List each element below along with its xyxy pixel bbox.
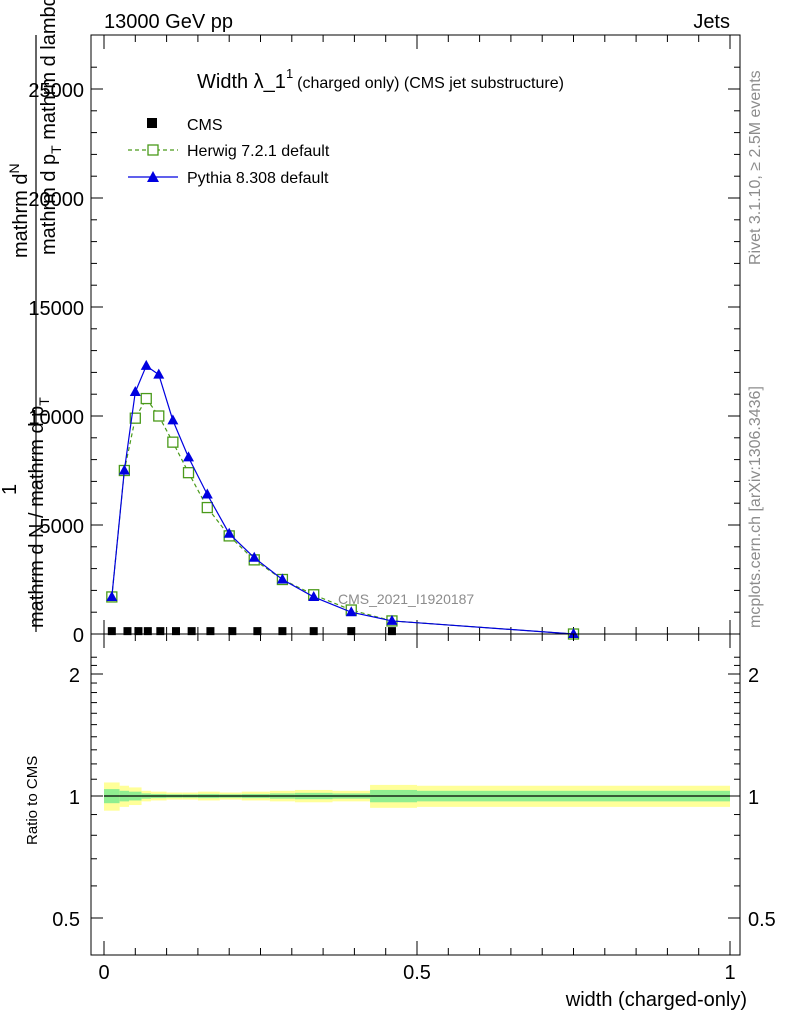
- ratio-xtick-label: 1: [724, 962, 735, 984]
- series-0-point: [206, 627, 215, 636]
- header-jets: Jets: [693, 11, 730, 33]
- series-2-point: [386, 614, 398, 625]
- mcplots-label: mcplots.cern.ch [arXiv:1306.3436]: [747, 386, 764, 628]
- main-y-label: mathrm dN mathrm d pT mathrm d lambda 1 …: [0, 0, 64, 632]
- series-1-point: [201, 501, 213, 514]
- series-0-point: [123, 627, 132, 636]
- series-0-point: [309, 627, 318, 636]
- series-2-point: [223, 527, 235, 538]
- series-2-point: [345, 606, 357, 617]
- ylabel-prefix-den-sub: T: [36, 397, 52, 406]
- legend-cms-label: CMS: [187, 117, 223, 134]
- series-0-point: [253, 627, 262, 636]
- series-0-point: [278, 627, 287, 636]
- main-y-ticks: 0 5000 10000 15000 20000 25000: [28, 66, 740, 647]
- ylabel-top-a: mathrm d: [10, 174, 32, 258]
- main-ytick-label: 20000: [28, 189, 84, 211]
- ylabel-prefix-num: 1: [0, 484, 21, 495]
- series-1-point: [182, 467, 195, 479]
- series-1-point: [167, 436, 179, 448]
- legend-pythia-marker: [147, 171, 159, 182]
- series-0-point: [156, 627, 165, 636]
- series-2-point: [167, 414, 179, 425]
- legend-herwig-marker: [147, 144, 159, 156]
- ratio-xtick-label: 0: [98, 962, 109, 984]
- main-plot: 0 5000 10000 15000 20000 25000 CMS_2021_I1920…: [0, 0, 741, 647]
- series-0-point: [187, 627, 196, 636]
- plot-title-sup: 1: [286, 66, 293, 81]
- ylabel-top: mathrm dN: [6, 163, 32, 258]
- header-energy: 13000 GeV pp: [104, 11, 233, 33]
- series-2-point: [248, 551, 260, 562]
- ratio-y-ticks: 0.5 0.5 1 1 2 2: [52, 656, 776, 931]
- ratio-ytick-label-right: 2: [748, 665, 759, 687]
- ratio-ytick-label: 0.5: [52, 909, 80, 931]
- ratio-ytick-label: 2: [69, 665, 80, 687]
- legend: CMS Herwig 7.2.1 default Pythia 8.308 de…: [128, 117, 330, 187]
- series-0-point: [143, 627, 152, 636]
- ratio-ytick-label: 1: [69, 787, 80, 809]
- series-2-point: [183, 451, 195, 462]
- series-2-point: [201, 488, 213, 499]
- series-2-point: [140, 359, 152, 370]
- x-axis-label: width (charged-only): [565, 989, 747, 1011]
- series-0-point: [347, 627, 356, 636]
- plot-title-main: Width λ_1: [197, 71, 286, 93]
- series-0-point: [171, 627, 180, 636]
- ratio-y-label: Ratio to CMS: [24, 756, 41, 845]
- legend-cms-marker: [147, 118, 157, 128]
- ratio-frame: [90, 633, 741, 956]
- series-2-point: [308, 590, 320, 601]
- plot-title: Width λ_11 (charged only) (CMS jet substr…: [197, 66, 564, 93]
- ylabel-bottom-sub: T: [48, 145, 64, 154]
- legend-herwig-label: Herwig 7.2.1 default: [187, 143, 330, 160]
- series-layer: [106, 359, 580, 640]
- rivet-label: Rivet 3.1.10, ≥ 2.5M events: [747, 70, 764, 265]
- series-2-point: [129, 386, 141, 397]
- watermark: CMS_2021_I1920187: [338, 591, 474, 607]
- ratio-ytick-label-right: 1: [748, 787, 759, 809]
- legend-pythia-label: Pythia 8.308 default: [187, 170, 329, 187]
- series-2-point: [118, 464, 130, 475]
- main-ytick-label: 5000: [40, 516, 85, 538]
- series-1-point: [129, 412, 141, 424]
- series-1-point: [153, 410, 165, 422]
- ylabel-top-N: N: [6, 163, 22, 173]
- ratio-x-ticks: 0 0.5 1: [98, 634, 736, 984]
- ylabel-prefix-den-a: mathrm d N / mathrm d p: [26, 406, 48, 628]
- ratio-plot: 0.5 0.51 12 2 0 0.5 1 Ratio to CMS width (cha…: [24, 633, 776, 1011]
- series-0-point: [134, 627, 143, 636]
- main-ytick-label: 10000: [28, 407, 84, 429]
- series-2-point: [568, 628, 579, 638]
- ylabel-bottom: mathrm d pT mathrm d lambda: [38, 0, 64, 255]
- main-ytick-label: 25000: [28, 80, 84, 102]
- series-2-point: [153, 368, 165, 379]
- series-1-point: [140, 392, 152, 405]
- series-0-point: [107, 627, 116, 636]
- ylabel-bottom-a: mathrm d p: [38, 154, 60, 255]
- main-ytick-label: 15000: [28, 298, 84, 320]
- series-0-point: [387, 627, 396, 636]
- series-0-point: [228, 627, 237, 636]
- ratio-ytick-label-right: 0.5: [748, 909, 776, 931]
- ylabel-prefix-den: mathrm d N / mathrm d pT: [26, 397, 52, 628]
- ylabel-bottom-b: mathrm d lambda: [38, 0, 60, 145]
- main-ytick-label: 0: [73, 625, 84, 647]
- plot-title-rest: (charged only) (CMS jet substructure): [297, 75, 564, 92]
- series-2-point: [106, 590, 118, 601]
- ratio-xtick-label: 0.5: [403, 962, 431, 984]
- series-2-point: [276, 573, 288, 584]
